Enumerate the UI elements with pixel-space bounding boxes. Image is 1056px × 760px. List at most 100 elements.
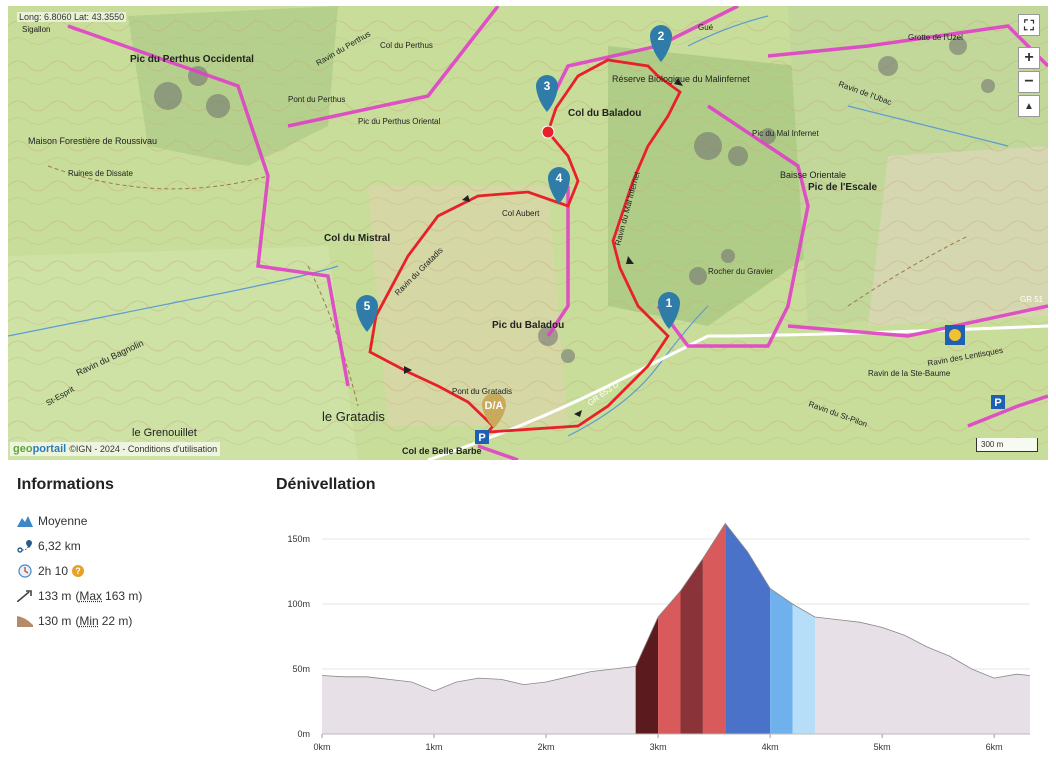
svg-text:P: P <box>994 397 1001 409</box>
elevation-segment <box>680 558 703 734</box>
svg-text:Baisse Orientale: Baisse Orientale <box>780 170 846 180</box>
elevation-segment <box>635 617 659 734</box>
svg-text:Ravin de la Ste-Baume: Ravin de la Ste-Baume <box>868 369 951 378</box>
x-tick-label: 2km <box>538 742 555 752</box>
svg-text:Maison Forestière de Roussivau: Maison Forestière de Roussivau <box>28 136 157 146</box>
clock-icon <box>17 563 33 578</box>
svg-text:Pic du Mal Infernet: Pic du Mal Infernet <box>752 129 819 138</box>
svg-text:P: P <box>478 432 485 444</box>
compass-icon: ▲ <box>1024 100 1034 112</box>
elevation-line <box>321 522 1031 692</box>
waypoint-2[interactable]: 2 <box>650 25 672 62</box>
zoom-in-button[interactable]: + <box>1018 47 1040 69</box>
waypoint-4[interactable]: 4 <box>548 167 570 204</box>
start-label: D/A <box>485 400 504 412</box>
waypoint-label: 3 <box>544 79 551 93</box>
svg-text:Col du Mistral: Col du Mistral <box>324 233 390 244</box>
waypoint-label: 5 <box>364 299 371 313</box>
x-tick-label: 4km <box>762 742 779 752</box>
waypoint-5[interactable]: 5 <box>356 295 378 332</box>
y-tick-label: 100m <box>287 599 310 609</box>
svg-text:Réserve Biologique du Malinfer: Réserve Biologique du Malinfernet <box>612 74 750 84</box>
ascent-max-open: ( <box>75 588 80 603</box>
info-title: Informations <box>17 476 114 493</box>
elevation-profile[interactable]: Dénivellation 0m 50m 100m 150m 0km 1km 2km 3km 4… <box>276 476 1036 760</box>
distance-row: 6,32 km <box>17 533 257 558</box>
svg-text:Pic du Perthus Occidental: Pic du Perthus Occidental <box>130 54 254 65</box>
svg-text:le Grenouillet: le Grenouillet <box>132 427 197 439</box>
checkpoint-marker <box>541 125 555 139</box>
waypoint-3[interactable]: 3 <box>536 75 558 112</box>
svg-text:Col du Perthus: Col du Perthus <box>380 41 433 50</box>
map-canvas[interactable]: 1 2 3 4 5 D/A <box>8 6 1048 460</box>
help-icon[interactable]: ? <box>72 564 85 577</box>
x-tick-label: 5km <box>874 742 891 752</box>
route-direction-arrows <box>404 78 683 417</box>
waypoint-markers[interactable]: 1 2 3 4 5 D/A <box>356 25 680 428</box>
map-scale-bar: 300 m <box>976 438 1038 452</box>
minus-icon: − <box>1024 73 1034 90</box>
svg-text:Col du Baladou: Col du Baladou <box>568 108 641 119</box>
route-loop <box>368 58 682 434</box>
svg-text:Grotte de l'Uzel: Grotte de l'Uzel <box>908 33 963 42</box>
camino-shell-icon <box>949 329 961 341</box>
descent-icon <box>17 614 33 628</box>
elevation-segment <box>792 604 815 734</box>
elevation-segment <box>725 523 771 734</box>
waypoint-label: 1 <box>666 296 673 310</box>
x-tick-label: 6km <box>986 742 1003 752</box>
descent-row: 130 m (Min 22 m) <box>17 608 257 633</box>
descent-min-label: Min <box>79 613 99 628</box>
waypoint-1[interactable]: 1 <box>658 292 680 329</box>
fullscreen-icon: ⛶ <box>1024 16 1034 33</box>
info-panel: Informations Moyenne 6,32 km 2h 10 ? 133… <box>17 476 257 633</box>
zoom-out-button[interactable]: − <box>1018 71 1040 93</box>
x-tick-label: 3km <box>650 742 667 752</box>
elevation-segment <box>770 588 793 734</box>
elevation-chart[interactable]: 0m 50m 100m 150m 0km 1km 2km 3km 4km 5km 6km <box>276 476 1036 760</box>
y-tick-label: 150m <box>287 534 310 544</box>
ascent-icon <box>17 589 33 603</box>
profile-title: Dénivellation <box>276 476 376 493</box>
svg-text:Gué: Gué <box>698 23 714 32</box>
descent-min-value: 22 m <box>101 613 129 628</box>
svg-text:Pic du Perthus Oriental: Pic du Perthus Oriental <box>358 117 440 126</box>
map-attribution: geoportail ©IGN - 2024 - Conditions d'ut… <box>10 442 221 456</box>
x-tick-label: 0km <box>313 742 330 752</box>
svg-text:Rocher du Gravier: Rocher du Gravier <box>708 267 774 276</box>
route-distance-icon <box>17 539 33 553</box>
ascent-row: 133 m (Max 163 m) <box>17 583 257 608</box>
tracks <box>47 165 969 407</box>
contour-lines <box>8 6 1048 460</box>
y-tick-label: 50m <box>292 664 310 674</box>
svg-text:Ruines de Dissate: Ruines de Dissate <box>68 169 133 178</box>
attribution-text[interactable]: ©IGN - 2024 - Conditions d'utilisation <box>69 444 218 454</box>
difficulty-value: Moyenne <box>38 513 88 528</box>
waypoint-label: 2 <box>658 29 665 43</box>
descent-min-close: ) <box>128 613 133 628</box>
svg-text:Pic du Baladou: Pic du Baladou <box>492 320 564 331</box>
difficulty-row: Moyenne <box>17 508 257 533</box>
topographic-map[interactable]: 1 2 3 4 5 D/A <box>8 6 1048 460</box>
hiking-trails-gr <box>67 6 1048 460</box>
parking-icon: P P <box>475 395 1005 444</box>
ascent-max-label: Max <box>79 588 103 603</box>
svg-text:Pic de l'Escale: Pic de l'Escale <box>808 182 878 193</box>
ascent-max-close: ) <box>138 588 143 603</box>
reset-north-button[interactable]: ▲ <box>1018 95 1040 117</box>
x-tick-label: 1km <box>426 742 443 752</box>
fullscreen-button[interactable]: ⛶ <box>1018 14 1040 36</box>
duration-row: 2h 10 ? <box>17 558 257 583</box>
ascent-value: 133 m <box>38 588 72 603</box>
elevation-segment <box>702 523 726 734</box>
svg-text:Sigallon: Sigallon <box>22 25 50 34</box>
duration-value: 2h 10 <box>38 563 69 578</box>
svg-text:Col de Belle Barbe: Col de Belle Barbe <box>402 446 482 456</box>
y-tick-label: 0m <box>297 729 310 739</box>
svg-text:le Gratadis: le Gratadis <box>322 409 385 424</box>
descent-value: 130 m <box>38 613 72 628</box>
ascent-max-value: 163 m <box>105 588 139 603</box>
geoportail-logo[interactable]: geoportail <box>13 443 67 455</box>
svg-text:Pont du Gratadis: Pont du Gratadis <box>452 387 512 396</box>
start-finish-marker[interactable]: D/A <box>482 393 506 428</box>
